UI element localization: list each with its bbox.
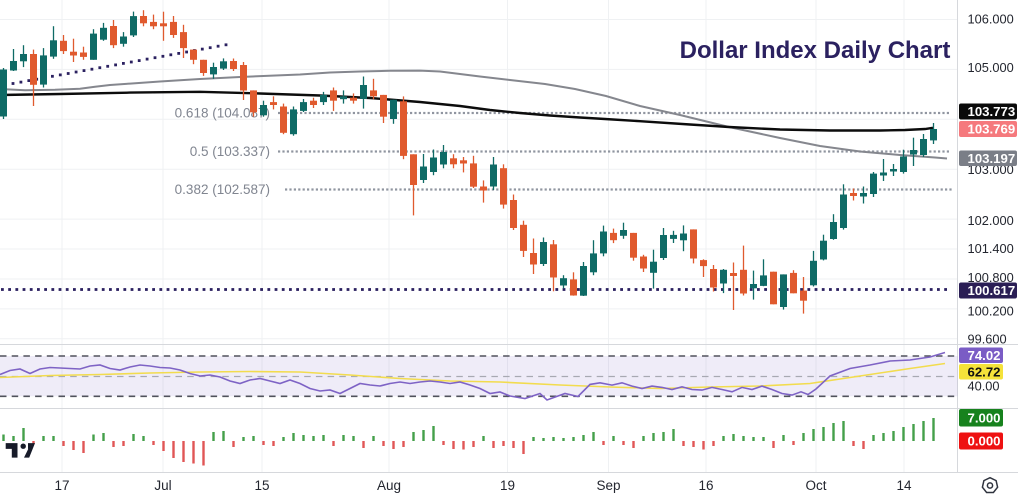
svg-text:100.200: 100.200 xyxy=(968,304,1014,319)
svg-text:99.600: 99.600 xyxy=(968,332,1007,347)
svg-text:101.400: 101.400 xyxy=(968,241,1014,256)
svg-text:0.000: 0.000 xyxy=(968,434,1001,449)
svg-text:62.72: 62.72 xyxy=(968,364,1001,379)
svg-text:106.000: 106.000 xyxy=(968,12,1014,27)
svg-text:Oct: Oct xyxy=(805,478,826,493)
svg-text:40.00: 40.00 xyxy=(968,379,1000,394)
svg-text:Dollar Index Daily Chart: Dollar Index Daily Chart xyxy=(680,37,951,64)
svg-text:0.5 (103.337): 0.5 (103.337) xyxy=(190,144,270,159)
svg-text:100.617: 100.617 xyxy=(968,283,1016,298)
svg-text:14: 14 xyxy=(896,478,912,493)
svg-text:103.197: 103.197 xyxy=(968,151,1016,166)
svg-text:74.02: 74.02 xyxy=(968,348,1001,363)
svg-text:0.618 (104.087): 0.618 (104.087) xyxy=(175,106,270,121)
svg-text:100.800: 100.800 xyxy=(968,270,1014,285)
svg-text:0.382 (102.587): 0.382 (102.587) xyxy=(175,182,270,197)
svg-text:17: 17 xyxy=(54,478,69,493)
svg-text:103.769: 103.769 xyxy=(968,122,1016,137)
svg-text:19: 19 xyxy=(500,478,515,493)
svg-text:Aug: Aug xyxy=(377,478,401,493)
svg-text:105.000: 105.000 xyxy=(968,60,1014,75)
svg-text:102.000: 102.000 xyxy=(968,213,1014,228)
svg-text:Jul: Jul xyxy=(154,478,171,493)
svg-text:7.000: 7.000 xyxy=(968,410,1001,425)
svg-text:Sep: Sep xyxy=(596,478,620,493)
svg-text:15: 15 xyxy=(254,478,269,493)
svg-text:103.773: 103.773 xyxy=(968,104,1016,119)
svg-text:16: 16 xyxy=(698,478,713,493)
